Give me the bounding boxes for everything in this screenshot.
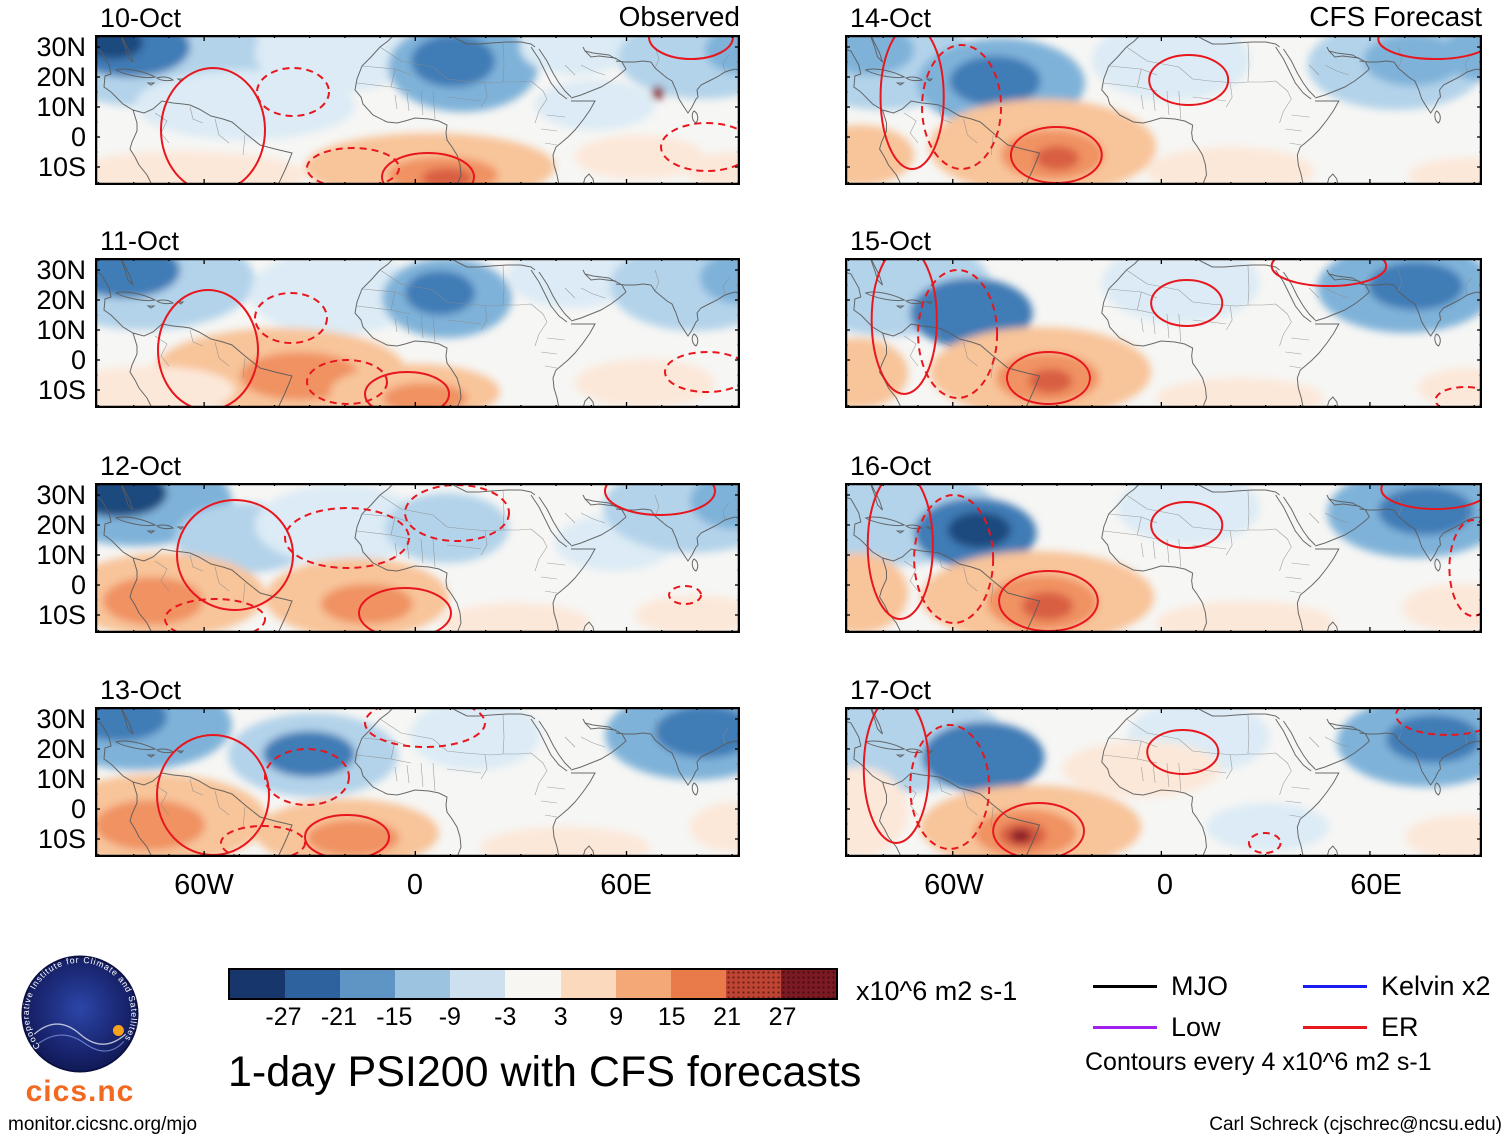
y-axis-label: 30N <box>36 704 86 734</box>
colorbar-tick: 27 <box>768 1003 797 1031</box>
colorbar-segment <box>340 970 396 998</box>
colorbar-tick: 15 <box>657 1003 686 1031</box>
map-panel-12-Oct <box>95 483 740 633</box>
colorbar-tick: -9 <box>438 1003 461 1031</box>
panel-date-label: 17-Oct <box>850 675 932 705</box>
panel-date-label: 11-Oct <box>100 226 180 256</box>
y-axis-label: 10N <box>36 764 86 794</box>
y-axis-label: 10N <box>36 92 86 122</box>
cfs-forecast-header: CFS Forecast <box>1309 1 1482 32</box>
legend-label: MJO <box>1171 971 1228 1001</box>
colorbar-tick: -21 <box>320 1003 357 1031</box>
map-panel-16-Oct <box>845 483 1482 633</box>
y-axis-label: 20N <box>36 734 86 764</box>
panel-date-label: 15-Oct <box>850 226 932 256</box>
page-title: 1-day PSI200 with CFS forecasts <box>228 1048 862 1096</box>
y-axis-label: 0 <box>70 570 86 600</box>
colorbar-tick: -15 <box>376 1003 413 1031</box>
colorbar-segment <box>615 970 671 998</box>
legend-line-icon <box>1093 984 1157 988</box>
y-axis-label: 10N <box>36 540 86 570</box>
colorbar-segment <box>505 970 561 998</box>
map-panel-11-Oct <box>95 258 740 408</box>
map-panel-17-Oct <box>845 707 1482 857</box>
colorbar-units: x10^6 m2 s-1 <box>856 976 1018 1006</box>
y-axis-label: 30N <box>36 32 86 62</box>
colorbar-segment <box>230 970 286 998</box>
y-axis-label: 10S <box>37 375 86 405</box>
y-axis-label: 0 <box>70 345 86 375</box>
colorbar-tick: -3 <box>494 1003 517 1031</box>
x-axis-label: 60W <box>924 869 984 901</box>
panel-date-label: 16-Oct <box>850 451 932 481</box>
colorbar-segment <box>670 970 726 998</box>
legend-label: Kelvin x2 <box>1381 971 1491 1001</box>
logo-sun-icon <box>112 1024 124 1036</box>
legend-item-kelvin-x2: Kelvin x2 <box>1303 972 1491 1000</box>
panel-date-label: 13-Oct <box>100 675 182 705</box>
legend-item-mjo: MJO <box>1093 972 1228 1000</box>
y-axis-label: 10N <box>36 315 86 345</box>
x-axis-label: 0 <box>406 869 424 901</box>
footer-credit: Carl Schreck (cjschrec@ncsu.edu) <box>1209 1114 1502 1135</box>
legend-line-icon <box>1303 1025 1367 1029</box>
panel-date-label: 10-Oct <box>100 3 182 33</box>
map-panel-14-Oct <box>845 35 1482 185</box>
contour-interval-note: Contours every 4 x10^6 m2 s-1 <box>1085 1048 1432 1076</box>
observed-header: Observed <box>618 1 740 32</box>
colorbar-segment <box>395 970 451 998</box>
x-axis-label: 60W <box>174 869 234 901</box>
legend-item-low: Low <box>1093 1013 1221 1041</box>
y-axis-label: 10S <box>37 824 86 854</box>
panel-date-label: 14-Oct <box>850 3 932 33</box>
map-panel-15-Oct <box>845 258 1482 408</box>
colorbar-segment <box>450 970 506 998</box>
cics-logo: Cooperative Institute for Climate and Sa… <box>10 950 150 1109</box>
colorbar-segment <box>780 970 837 998</box>
footer-url: monitor.cicsnc.org/mjo <box>8 1114 198 1135</box>
colorbar-tick: 3 <box>553 1003 568 1031</box>
y-axis-label: 30N <box>36 255 86 285</box>
legend-line-icon <box>1303 984 1367 988</box>
legend-label: ER <box>1381 1012 1419 1042</box>
y-axis-label: 20N <box>36 62 86 92</box>
y-axis-label: 0 <box>70 794 86 824</box>
y-axis-label: 10S <box>37 152 86 182</box>
map-panel-13-Oct <box>95 707 740 857</box>
y-axis-label: 10S <box>37 600 86 630</box>
x-axis-label: 0 <box>1156 869 1174 901</box>
colorbar-cells <box>228 968 838 1000</box>
colorbar-tick: -27 <box>265 1003 302 1031</box>
legend-label: Low <box>1171 1012 1221 1042</box>
colorbar-segment <box>725 970 781 998</box>
legend-line-icon <box>1093 1025 1157 1029</box>
colorbar-tick-labels: -27 -21 -15 -9 -3 3 9 15 21 27 <box>228 1003 838 1031</box>
y-axis-label: 30N <box>36 480 86 510</box>
cics-logo-seal: Cooperative Institute for Climate and Sa… <box>21 955 139 1073</box>
y-axis-label: 20N <box>36 510 86 540</box>
map-panel-10-Oct <box>95 35 740 185</box>
colorbar-tick: 21 <box>713 1003 741 1031</box>
cics-logo-wordmark: cics.nc <box>25 1075 135 1108</box>
colorbar-segment <box>285 970 341 998</box>
panel-date-label: 12-Oct <box>100 451 182 481</box>
colorbar-segment <box>560 970 616 998</box>
y-axis-label: 0 <box>70 122 86 152</box>
y-axis-label: 20N <box>36 285 86 315</box>
colorbar: -27 -21 -15 -9 -3 3 9 15 21 27 <box>228 968 838 1031</box>
colorbar-tick: 9 <box>609 1003 624 1031</box>
x-axis-label: 60E <box>1350 869 1402 901</box>
x-axis-label: 60E <box>600 869 652 901</box>
legend-item-er: ER <box>1303 1013 1419 1041</box>
